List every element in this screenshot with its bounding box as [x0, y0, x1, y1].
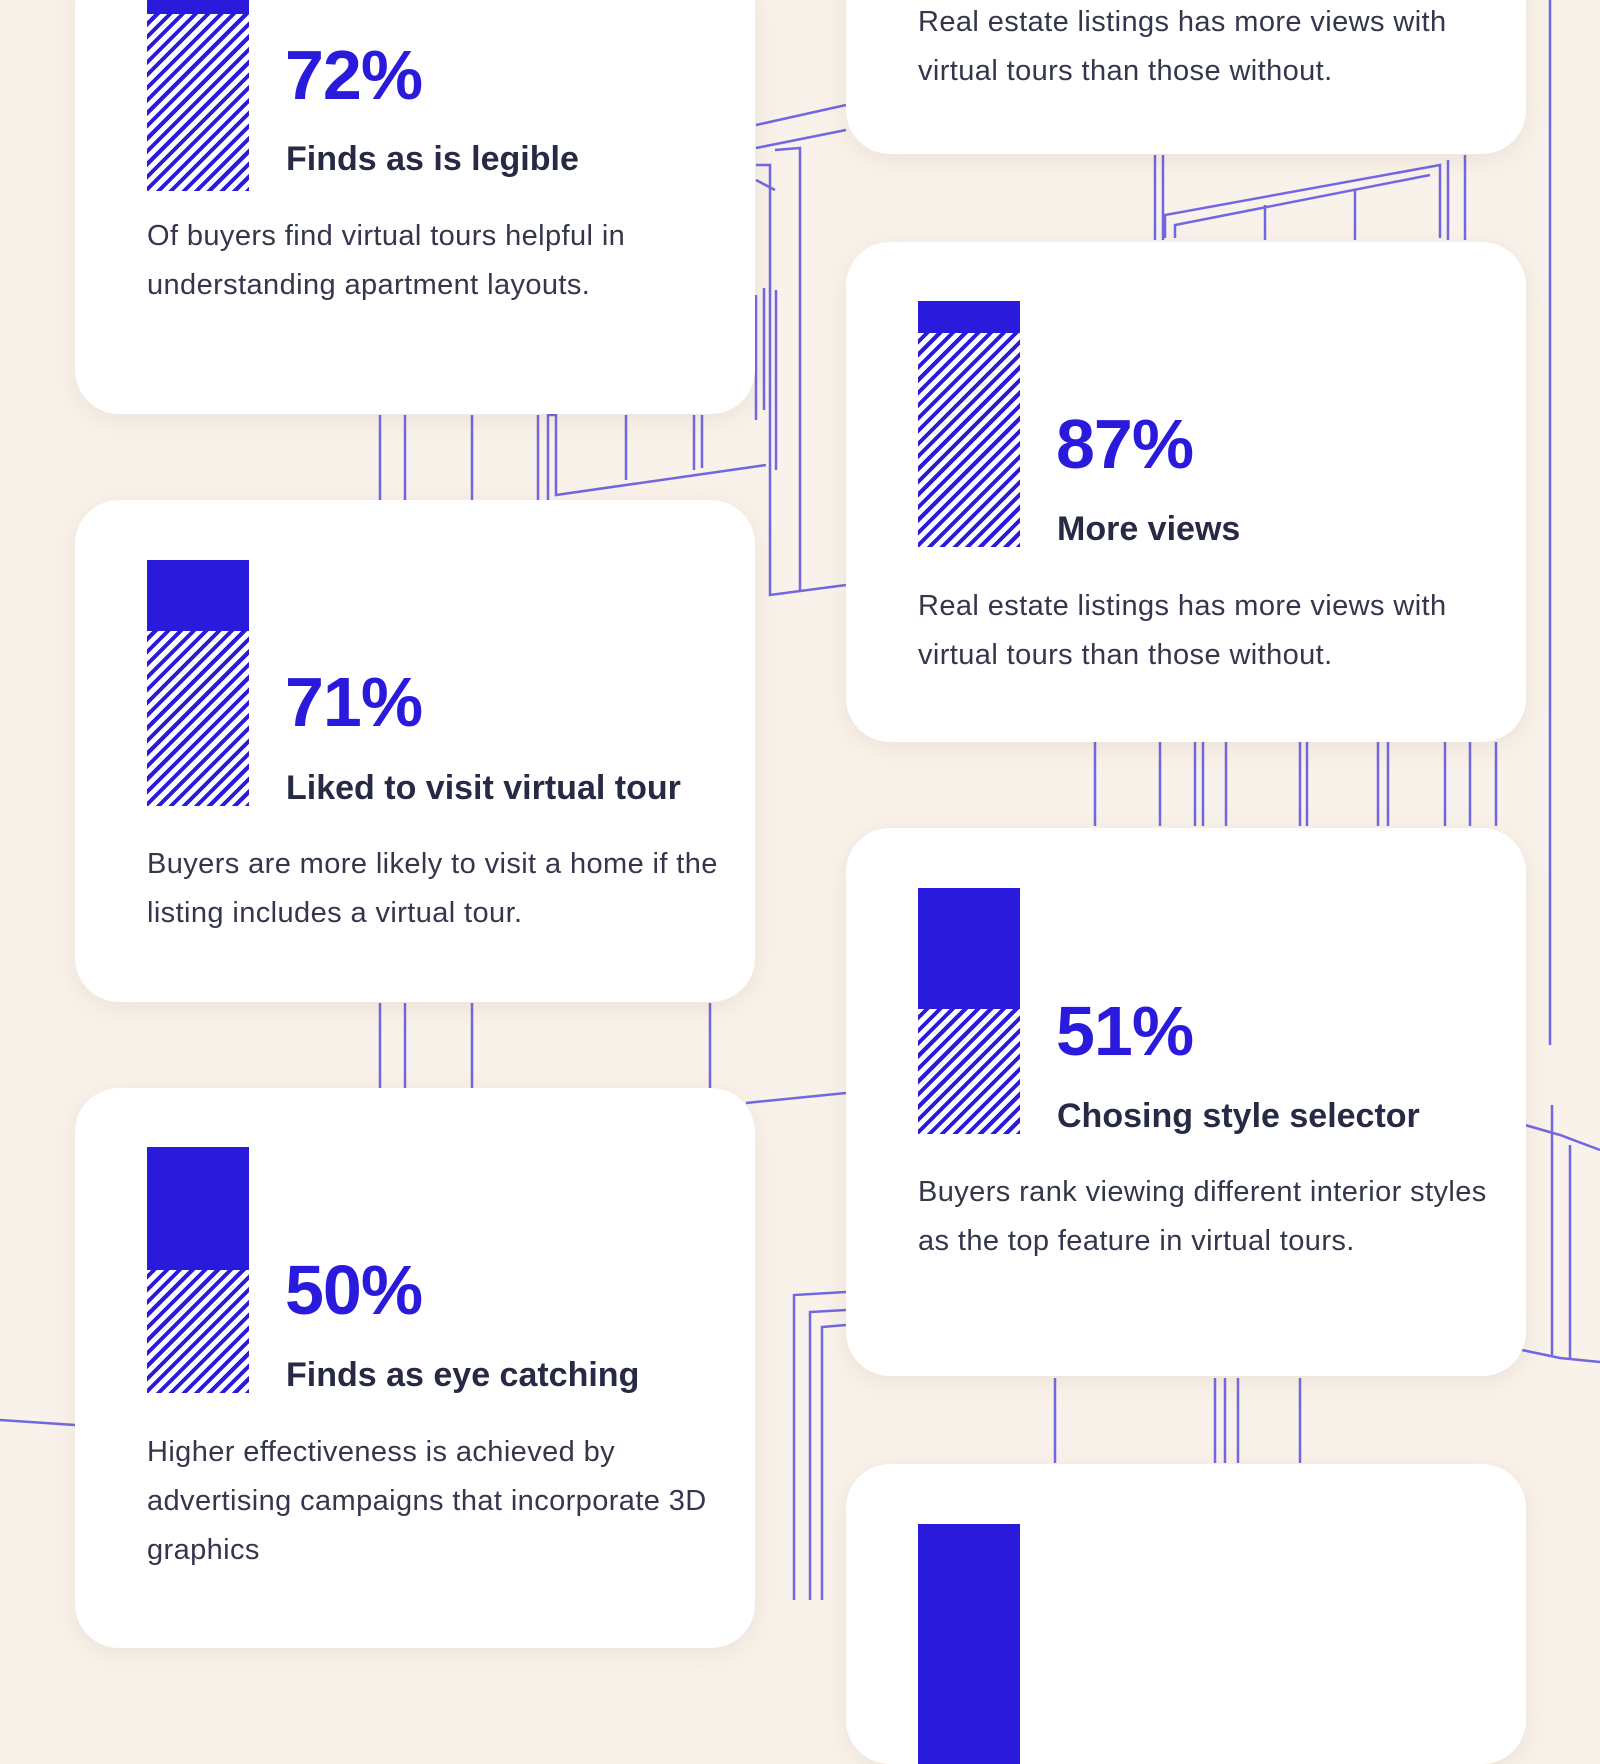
- stat-bar-solid: [147, 0, 249, 14]
- stat-percent: 51%: [1056, 992, 1194, 1070]
- stat-bar-solid: [918, 888, 1020, 1009]
- stat-card-style-selector: 51% Chosing style selector Buyers rank v…: [846, 828, 1526, 1376]
- stat-bar-partial: [918, 1524, 1020, 1764]
- stat-description: Of buyers find virtual tours helpful in …: [147, 220, 626, 301]
- stat-bar-more-views: [918, 301, 1020, 547]
- stat-bar-eye-catching: [147, 1147, 249, 1393]
- stat-bar-style-selector: [918, 888, 1020, 1134]
- stat-bar-solid: [918, 301, 1020, 333]
- stat-bar-visit: [147, 560, 249, 806]
- stat-description: Real estate listings has more views with…: [918, 590, 1447, 671]
- stat-percent: 50%: [285, 1251, 423, 1329]
- stat-description: Buyers are more likely to visit a home i…: [147, 848, 718, 929]
- stat-description: Real estate listings has more views with…: [918, 6, 1447, 87]
- stat-percent: 72%: [285, 36, 423, 114]
- stat-card-views-partial: Real estate listings has more views with…: [846, 0, 1526, 154]
- stat-percent: 87%: [1056, 405, 1194, 483]
- stat-bar-solid: [147, 1147, 249, 1270]
- stat-description: Higher effectiveness is achieved by adve…: [147, 1436, 707, 1566]
- stat-title: Finds as eye catching: [286, 1356, 640, 1394]
- stat-card-eye-catching: 50% Finds as eye catching Higher effecti…: [75, 1088, 755, 1648]
- stat-title: More views: [1057, 510, 1241, 548]
- background-line-drawing: [0, 0, 1600, 1600]
- stat-card-legible: 72% Finds as is legible Of buyers find v…: [75, 0, 755, 414]
- stat-bar-legible: [147, 0, 249, 191]
- stat-description: Buyers rank viewing different interior s…: [918, 1176, 1487, 1257]
- stat-title: Finds as is legible: [286, 140, 579, 178]
- stat-percent: 71%: [285, 663, 423, 741]
- stat-card-visit: 71% Liked to visit virtual tour Buyers a…: [75, 500, 755, 1002]
- stat-card-partial-bottom: [846, 1464, 1526, 1764]
- stat-card-more-views: 87% More views Real estate listings has …: [846, 242, 1526, 742]
- stat-title: Liked to visit virtual tour: [286, 769, 681, 807]
- stat-bar-solid: [147, 560, 249, 632]
- stat-title: Chosing style selector: [1057, 1097, 1420, 1135]
